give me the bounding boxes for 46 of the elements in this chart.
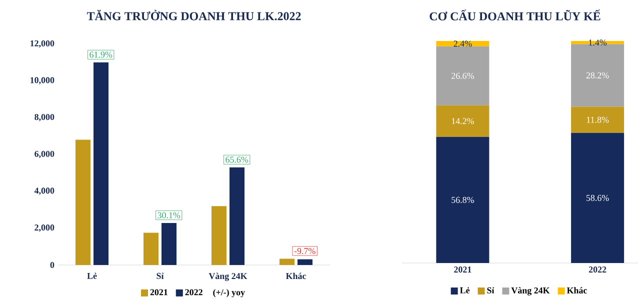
- annotation: 65.6%: [226, 156, 248, 163]
- annotation: -9.7%: [294, 248, 316, 254]
- x-tick-label: Lẻ: [87, 272, 97, 279]
- bar: [436, 41, 490, 46]
- data-label: 56.8%: [452, 196, 474, 203]
- y-tick-label: 12,000: [30, 40, 54, 48]
- data-label: 14.2%: [452, 118, 474, 124]
- bar: [280, 258, 295, 265]
- x-tick-label: Khác: [286, 272, 306, 280]
- bar: [76, 140, 91, 265]
- x-tick-label: Sỉ: [156, 272, 164, 279]
- data-label: 2.4%: [454, 40, 472, 47]
- bar: [436, 136, 490, 263]
- bar: [436, 105, 490, 137]
- bar: [571, 106, 624, 133]
- bar: [571, 132, 624, 263]
- y-tick-label: 10,000: [30, 77, 54, 85]
- y-tick-label: 0: [50, 262, 54, 268]
- x-tick-label: Vàng 24K: [208, 272, 248, 281]
- bar: [94, 62, 109, 265]
- bar: [571, 44, 624, 107]
- bar: [436, 46, 490, 106]
- legend-label: 2021: [150, 289, 168, 296]
- data-label: 11.8%: [586, 116, 609, 123]
- legend-label: 2022: [185, 289, 202, 296]
- data-label: 26.6%: [452, 72, 474, 79]
- data-label: 28.2%: [586, 72, 609, 78]
- y-tick-label: 8,000: [34, 114, 54, 122]
- data-label: 58.6%: [586, 194, 609, 201]
- legend-label: Sỉ: [487, 287, 494, 294]
- bar: [162, 223, 177, 265]
- annotation: 61.9%: [90, 52, 112, 58]
- y-tick-label: 6,000: [34, 150, 54, 158]
- chart-title: CƠ CẤU DOANH THU LŨY KẾ: [430, 10, 600, 20]
- text: (+/-) yoy: [213, 289, 245, 298]
- bar: [230, 167, 245, 265]
- chart-title: TĂNG TRƯỞNG DOANH THU LK.2022: [86, 10, 301, 20]
- bar: [298, 259, 313, 265]
- bar: [144, 232, 159, 265]
- legend-label: Khác: [566, 287, 587, 294]
- y-tick-label: 4,000: [34, 188, 54, 196]
- annotation: 30.1%: [158, 212, 180, 218]
- legend-label: Lẻ: [460, 287, 470, 294]
- legend-label: Vàng 24K: [511, 287, 550, 296]
- y-tick-label: 2,000: [34, 224, 54, 232]
- bar: [212, 206, 227, 265]
